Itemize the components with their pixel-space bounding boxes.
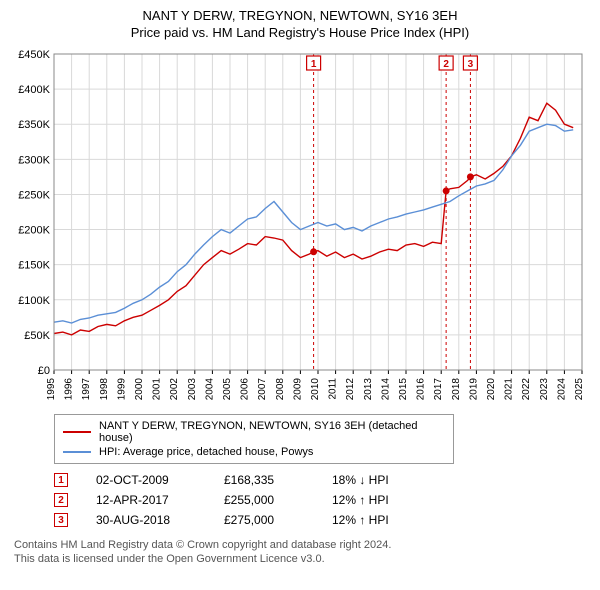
legend-item: HPI: Average price, detached house, Powy… [63, 445, 445, 459]
svg-text:£400K: £400K [18, 84, 50, 96]
transaction-table: 1 02-OCT-2009 £168,335 18% ↓ HPI 2 12-APR-201… [54, 470, 592, 530]
price-chart: £0 £50K £100K £150K £200K £250K £300K £350K £400… [8, 48, 592, 408]
svg-text:3: 3 [468, 59, 474, 70]
svg-text:2000: 2000 [134, 378, 145, 401]
svg-text:£250K: £250K [18, 189, 50, 201]
legend: NANT Y DERW, TREGYNON, NEWTOWN, SY16 3EH… [54, 414, 454, 464]
svg-text:2003: 2003 [187, 378, 198, 401]
svg-text:£350K: £350K [18, 119, 50, 131]
svg-text:2016: 2016 [416, 378, 427, 401]
footer-attribution: Contains HM Land Registry data © Crown c… [14, 538, 592, 567]
transaction-delta: 12% ↑ HPI [332, 493, 412, 507]
svg-text:£150K: £150K [18, 260, 50, 272]
svg-text:1997: 1997 [81, 378, 92, 401]
svg-text:2009: 2009 [292, 378, 303, 401]
svg-text:£200K: £200K [18, 225, 50, 237]
svg-text:2012: 2012 [345, 378, 356, 401]
chart-title: NANT Y DERW, TREGYNON, NEWTOWN, SY16 3EH [8, 8, 592, 23]
svg-text:2025: 2025 [574, 378, 585, 401]
legend-swatch [63, 451, 91, 453]
transaction-date: 02-OCT-2009 [96, 473, 196, 487]
svg-text:1996: 1996 [64, 378, 75, 401]
footer-line-2: This data is licensed under the Open Gov… [14, 552, 592, 566]
transaction-date: 12-APR-2017 [96, 493, 196, 507]
svg-text:2023: 2023 [539, 378, 550, 401]
svg-text:2024: 2024 [556, 378, 567, 401]
svg-text:2007: 2007 [257, 378, 268, 401]
svg-text:2005: 2005 [222, 378, 233, 401]
svg-text:2010: 2010 [310, 378, 321, 401]
transaction-delta: 18% ↓ HPI [332, 473, 412, 487]
legend-label: HPI: Average price, detached house, Powy… [99, 446, 313, 458]
svg-text:2001: 2001 [152, 378, 163, 401]
transaction-marker: 3 [54, 513, 68, 527]
legend-item: NANT Y DERW, TREGYNON, NEWTOWN, SY16 3EH… [63, 419, 445, 445]
transaction-row: 2 12-APR-2017 £255,000 12% ↑ HPI [54, 490, 592, 510]
svg-text:£50K: £50K [24, 330, 50, 342]
svg-text:2011: 2011 [328, 378, 339, 400]
transaction-row: 1 02-OCT-2009 £168,335 18% ↓ HPI [54, 470, 592, 490]
svg-text:1998: 1998 [99, 378, 110, 401]
svg-text:£450K: £450K [18, 49, 50, 61]
svg-text:2017: 2017 [433, 378, 444, 401]
footer-line-1: Contains HM Land Registry data © Crown c… [14, 538, 592, 552]
legend-label: NANT Y DERW, TREGYNON, NEWTOWN, SY16 3EH… [99, 420, 445, 444]
transaction-price: £168,335 [224, 473, 304, 487]
svg-text:2019: 2019 [468, 378, 479, 401]
svg-text:£300K: £300K [18, 154, 50, 166]
svg-text:2014: 2014 [380, 378, 391, 401]
svg-text:£100K: £100K [18, 295, 50, 307]
legend-swatch [63, 431, 91, 433]
chart-subtitle: Price paid vs. HM Land Registry's House … [8, 25, 592, 40]
svg-text:2006: 2006 [240, 378, 251, 401]
svg-text:2020: 2020 [486, 378, 497, 401]
svg-text:2021: 2021 [504, 378, 515, 401]
transaction-date: 30-AUG-2018 [96, 513, 196, 527]
transaction-marker: 2 [54, 493, 68, 507]
transaction-row: 3 30-AUG-2018 £275,000 12% ↑ HPI [54, 510, 592, 530]
svg-text:2008: 2008 [275, 378, 286, 401]
svg-text:2018: 2018 [451, 378, 462, 401]
svg-text:1995: 1995 [46, 378, 57, 401]
svg-text:2015: 2015 [398, 378, 409, 401]
transaction-price: £275,000 [224, 513, 304, 527]
svg-text:1: 1 [311, 59, 317, 70]
transaction-delta: 12% ↑ HPI [332, 513, 412, 527]
svg-text:2004: 2004 [204, 378, 215, 401]
svg-text:2002: 2002 [169, 378, 180, 401]
svg-text:2: 2 [443, 59, 449, 70]
svg-text:2022: 2022 [521, 378, 532, 401]
svg-text:£0: £0 [38, 365, 50, 377]
svg-text:1999: 1999 [116, 378, 127, 401]
chart-header: NANT Y DERW, TREGYNON, NEWTOWN, SY16 3EH… [8, 8, 592, 40]
transaction-marker: 1 [54, 473, 68, 487]
svg-text:2013: 2013 [363, 378, 374, 401]
transaction-price: £255,000 [224, 493, 304, 507]
